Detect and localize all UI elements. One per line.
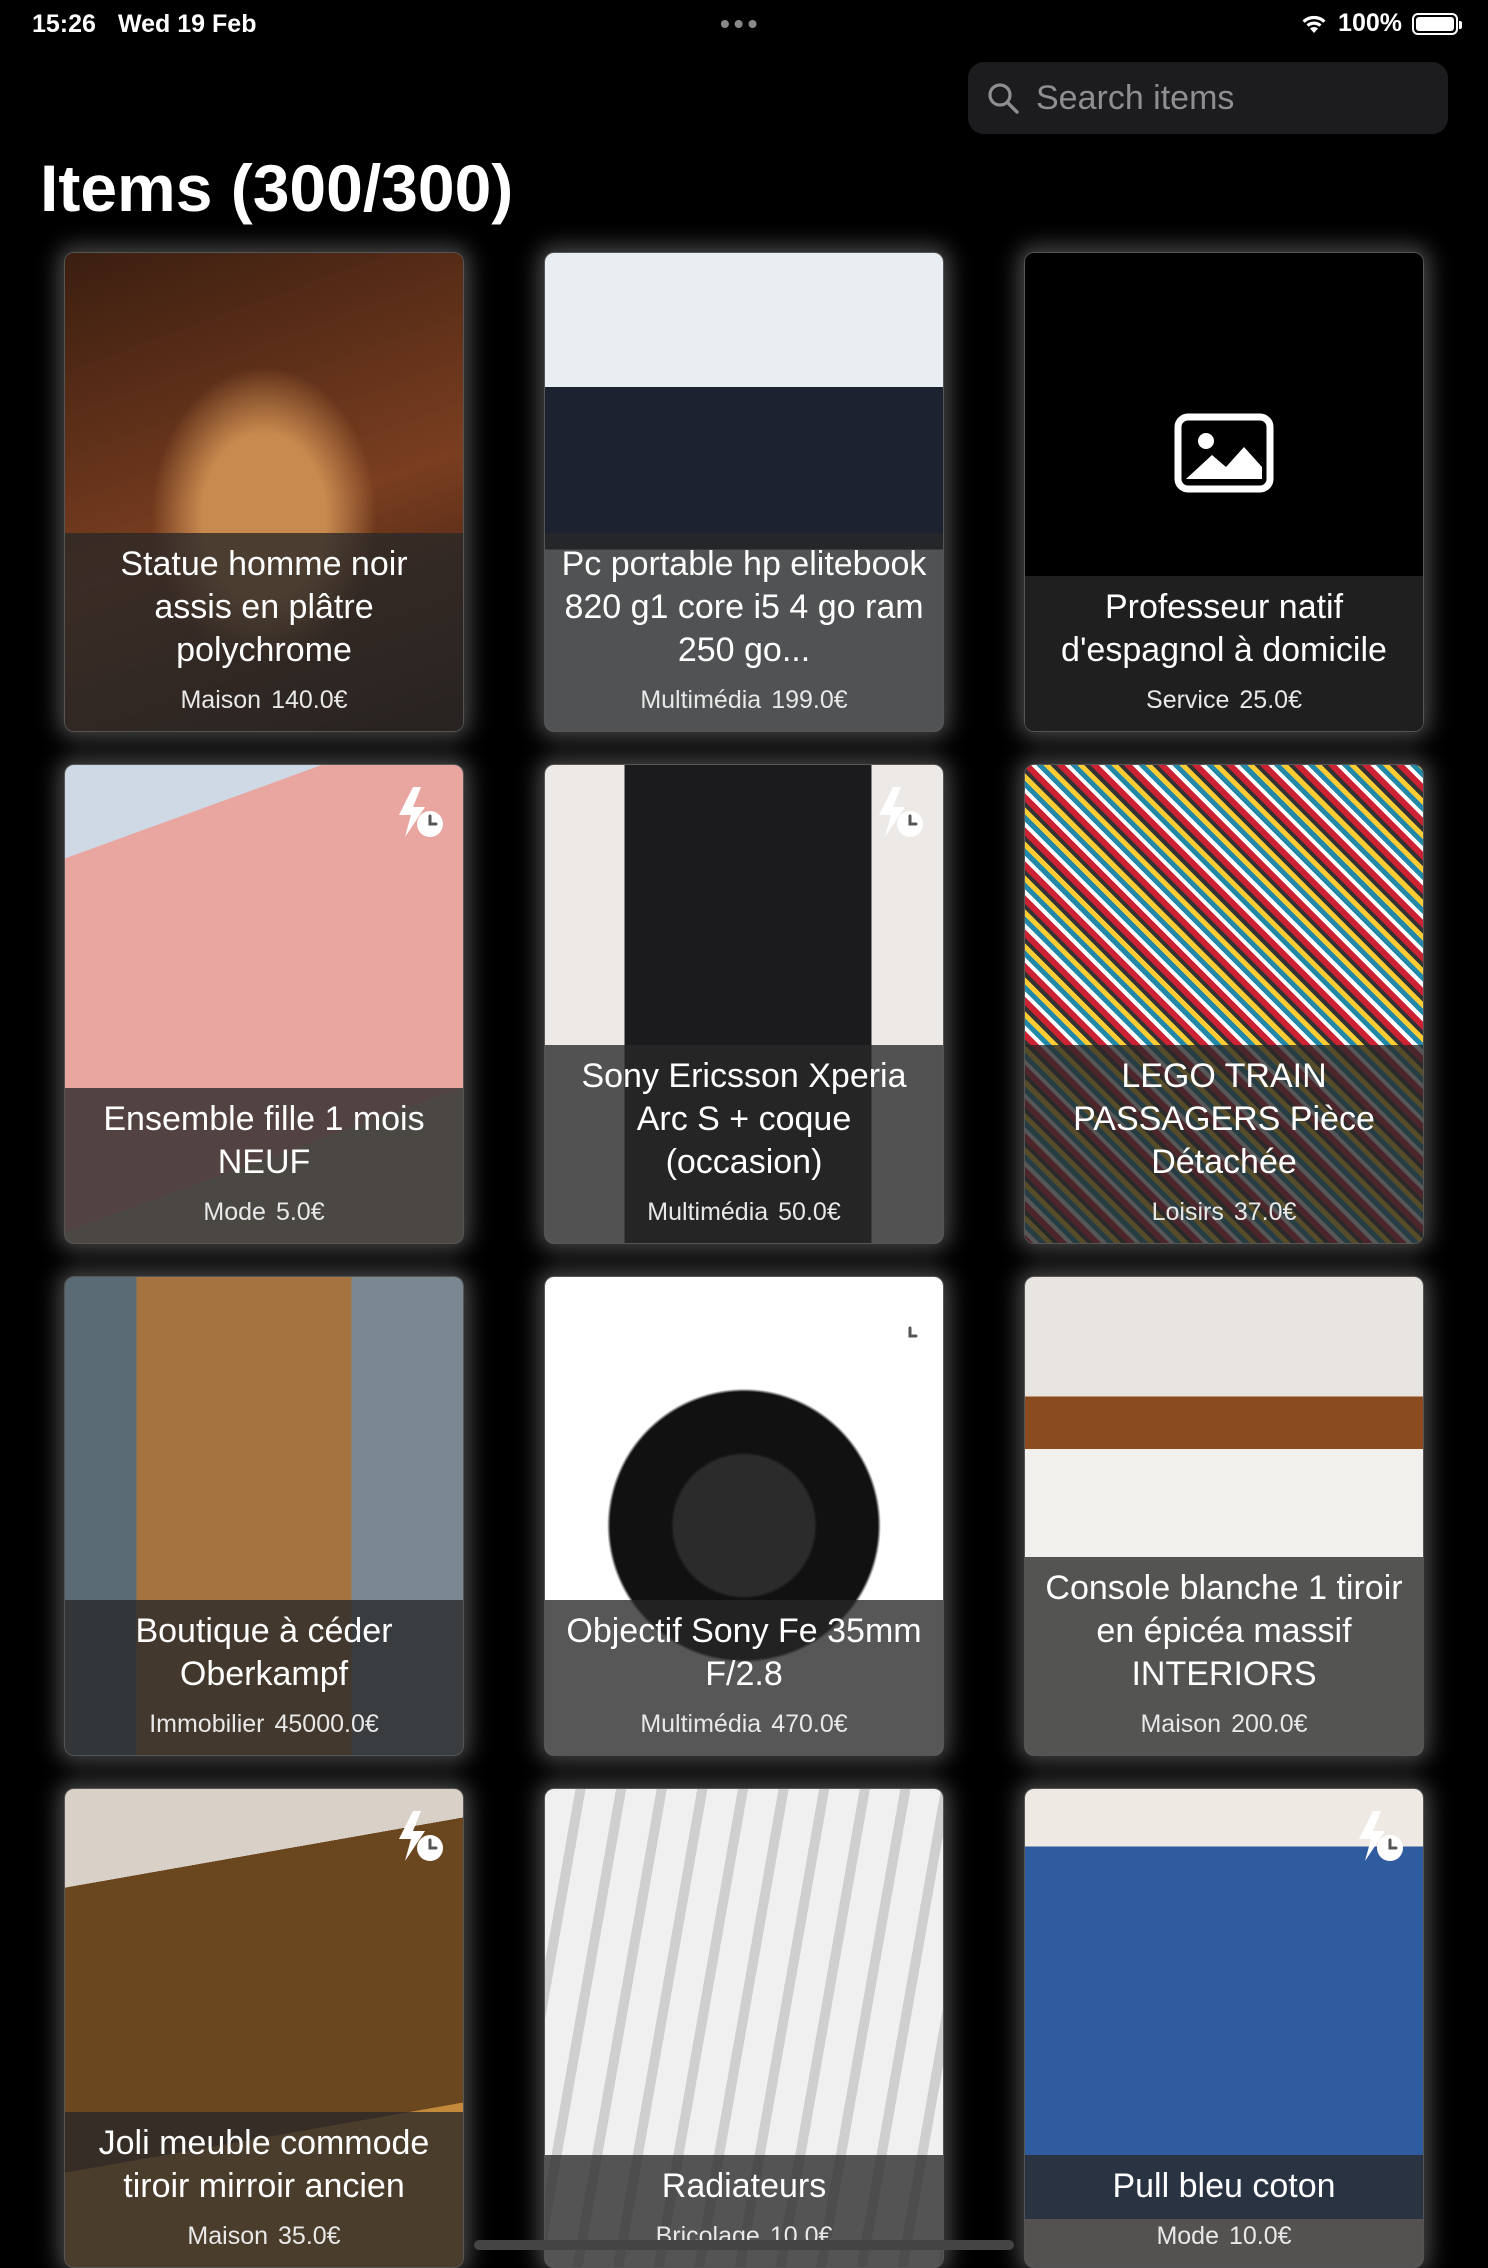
item-caption: Sony Ericsson Xperia Arc S + coque (occa… (545, 1045, 943, 1243)
item-meta: Maison 35.0€ (79, 2222, 449, 2251)
status-indicators: 100% (1300, 9, 1462, 38)
item-card[interactable]: Boutique à céder Oberkampf Immobilier 4500… (64, 1276, 464, 1756)
item-category: Maison (180, 686, 262, 714)
item-meta: Immobilier 45000.0€ (79, 1710, 449, 1739)
item-caption: LEGO TRAIN PASSAGERS Pièce Détachée Loisi… (1025, 1045, 1423, 1243)
battery-icon (1412, 12, 1462, 35)
item-title: Ensemble fille 1 mois NEUF (103, 1100, 425, 1181)
item-price: 50.0€ (778, 1198, 841, 1226)
item-category: Multimédia (640, 1710, 762, 1738)
item-caption: Pc portable hp elitebook 820 g1 core i5 … (545, 533, 943, 731)
item-card[interactable]: Pull bleu coton Mode 10.0€ (1024, 1788, 1424, 2268)
item-category: Mode (1156, 2222, 1219, 2250)
item-category: Maison (1140, 1710, 1222, 1738)
wifi-icon (1302, 15, 1326, 33)
item-price: 37.0€ (1233, 1198, 1297, 1226)
item-caption: Professeur natif d'espagnol à domicile Se… (1025, 576, 1423, 731)
status-bar: 15:26 Wed 19 Feb ••• 100% (0, 0, 1488, 46)
items-grid: Statue homme noir assis en plâtre polych… (64, 252, 1424, 2268)
item-title: Console blanche 1 tiroir en épicéa massi… (1045, 1569, 1403, 1693)
item-card[interactable]: Sony Ericsson Xperia Arc S + coque (occa… (544, 764, 944, 1244)
item-title: LEGO TRAIN PASSAGERS Pièce Détachée (1073, 1057, 1375, 1181)
status-date: Wed 19 Feb (118, 10, 257, 38)
flash-sale-icon (399, 1811, 443, 1861)
item-category: Mode (203, 1198, 266, 1226)
item-price: 199.0€ (771, 686, 848, 714)
item-category: Immobilier (149, 1710, 265, 1738)
search-input[interactable] (1034, 77, 1418, 119)
item-card[interactable]: Joli meuble commode tiroir mirroir ancie… (64, 1788, 464, 2268)
home-indicator[interactable] (474, 2240, 1014, 2250)
item-price: 10.0€ (1228, 2222, 1292, 2250)
item-card[interactable]: Radiateurs Bricolage 10.0€ (544, 1788, 944, 2268)
item-caption: Joli meuble commode tiroir mirroir ancie… (65, 2112, 463, 2267)
item-caption: Ensemble fille 1 mois NEUF Mode 5.0€ (65, 1088, 463, 1243)
item-card[interactable]: Ensemble fille 1 mois NEUF Mode 5.0€ (64, 764, 464, 1244)
item-title: Objectif Sony Fe 35mm F/2.8 (566, 1612, 922, 1693)
item-card[interactable]: Console blanche 1 tiroir en épicéa massi… (1024, 1276, 1424, 1756)
item-card[interactable]: Objectif Sony Fe 35mm F/2.8 Multimédia 470… (544, 1276, 944, 1756)
item-category: Maison (187, 2222, 269, 2250)
item-category: Multimédia (647, 1198, 769, 1226)
item-meta: Maison 140.0€ (79, 686, 449, 715)
item-meta: Mode 5.0€ (79, 1198, 449, 1227)
item-meta: Maison 200.0€ (1039, 1710, 1409, 1739)
item-category: Service (1146, 686, 1230, 714)
multitasking-dots-icon[interactable]: ••• (720, 8, 762, 39)
item-caption: Radiateurs Bricolage 10.0€ (545, 2155, 943, 2267)
item-meta: Multimédia 199.0€ (559, 686, 929, 715)
item-price: 5.0€ (275, 1198, 325, 1226)
item-title: Pc portable hp elitebook 820 g1 core i5 … (561, 545, 927, 669)
item-price: 200.0€ (1231, 1710, 1308, 1738)
item-price: 45000.0€ (274, 1710, 379, 1738)
item-title: Boutique à céder Oberkampf (135, 1612, 393, 1693)
item-price: 35.0€ (278, 2222, 341, 2250)
item-card[interactable]: Statue homme noir assis en plâtre polych… (64, 252, 464, 732)
status-time: 15:26 (32, 10, 96, 38)
search-bar[interactable] (968, 62, 1448, 134)
item-meta: Mode 10.0€ (1039, 2222, 1409, 2251)
item-meta: Multimédia 470.0€ (559, 1710, 929, 1739)
item-category: Multimédia (640, 686, 762, 714)
item-card[interactable]: Professeur natif d'espagnol à domicile Se… (1024, 252, 1424, 732)
item-title: Radiateurs (661, 2167, 827, 2205)
item-meta: Loisirs 37.0€ (1039, 1198, 1409, 1227)
item-price: 470.0€ (771, 1710, 848, 1738)
item-title: Professeur natif d'espagnol à domicile (1061, 588, 1387, 669)
item-title: Sony Ericsson Xperia Arc S + coque (occa… (581, 1057, 907, 1181)
item-meta: Multimédia 50.0€ (559, 1198, 929, 1227)
item-card[interactable]: LEGO TRAIN PASSAGERS Pièce Détachée Loisi… (1024, 764, 1424, 1244)
item-price: 140.0€ (271, 686, 348, 714)
item-title: Statue homme noir assis en plâtre polych… (120, 545, 408, 669)
flash-sale-icon (879, 1299, 923, 1349)
image-placeholder-icon (1174, 413, 1274, 493)
item-caption: Statue homme noir assis en plâtre polych… (65, 533, 463, 731)
item-price: 25.0€ (1239, 686, 1302, 714)
item-title: Joli meuble commode tiroir mirroir ancie… (98, 2124, 430, 2205)
item-title: Pull bleu coton (1112, 2167, 1336, 2205)
page-title: Items (300/300) (40, 151, 514, 225)
item-category: Loisirs (1151, 1198, 1224, 1226)
flash-sale-icon (879, 787, 923, 837)
flash-sale-icon (399, 787, 443, 837)
item-card[interactable]: Pc portable hp elitebook 820 g1 core i5 … (544, 252, 944, 732)
item-caption: Console blanche 1 tiroir en épicéa massi… (1025, 1557, 1423, 1755)
search-icon (988, 83, 1019, 114)
item-meta: Service 25.0€ (1039, 686, 1409, 715)
item-caption: Boutique à céder Oberkampf Immobilier 4500… (65, 1600, 463, 1755)
flash-sale-icon (1359, 1811, 1403, 1861)
battery-percent: 100% (1338, 9, 1402, 37)
item-caption: Pull bleu coton Mode 10.0€ (1025, 2155, 1423, 2267)
item-caption: Objectif Sony Fe 35mm F/2.8 Multimédia 470… (545, 1600, 943, 1755)
